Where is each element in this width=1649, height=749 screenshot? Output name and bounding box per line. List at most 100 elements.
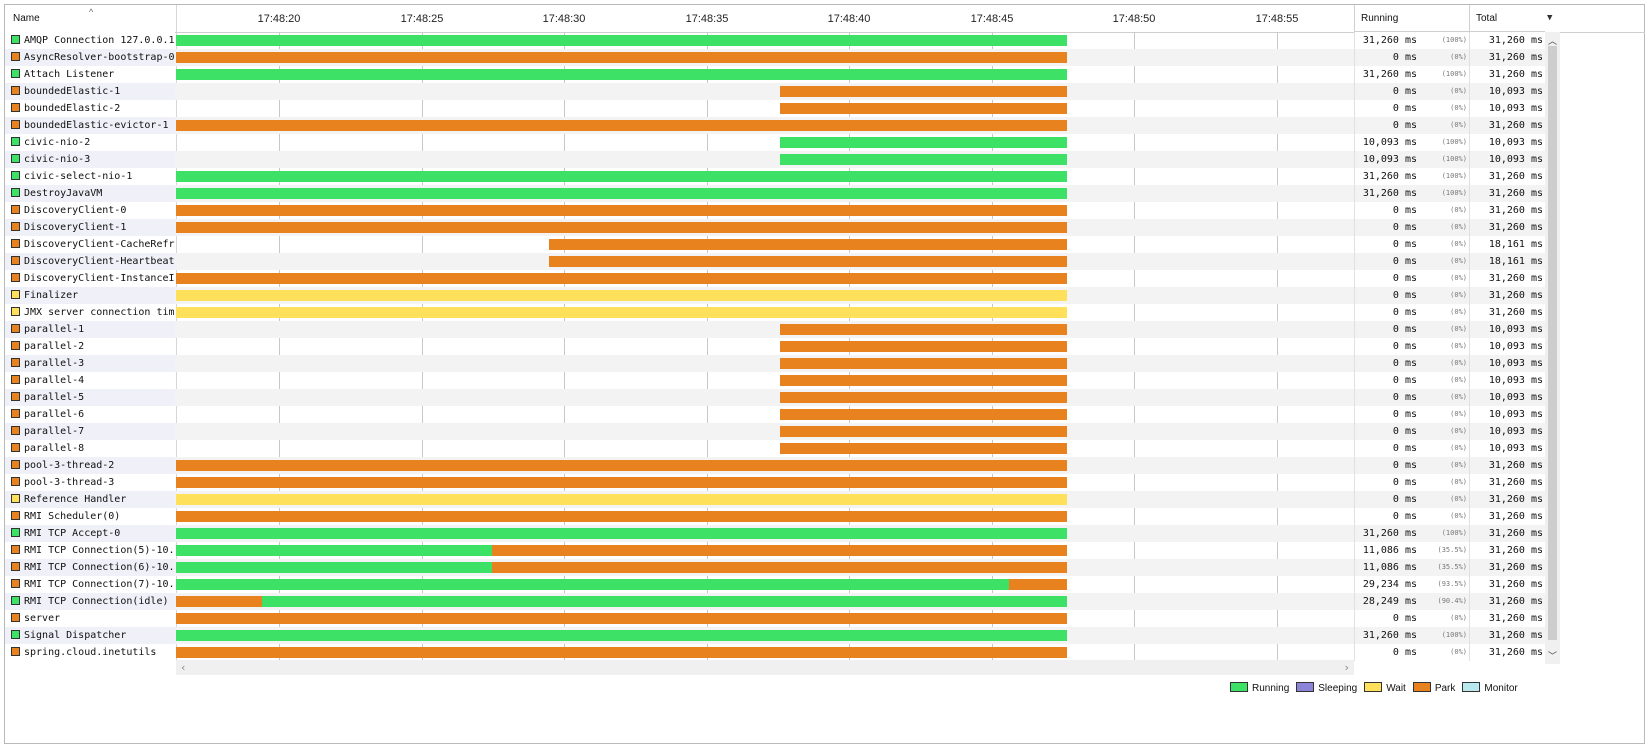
thread-state-bar[interactable] [492,545,1067,556]
thread-row[interactable]: parallel-4 0 ms (0%) 10,093 ms [5,372,1545,389]
thread-state-bar[interactable] [780,358,1067,369]
thread-state-swatch [11,69,20,78]
thread-row[interactable]: RMI TCP Connection(5)-10.5. 11,086 ms (35.… [5,542,1545,559]
thread-row[interactable]: parallel-8 0 ms (0%) 10,093 ms [5,440,1545,457]
thread-state-bar[interactable] [780,392,1067,403]
thread-row[interactable]: parallel-7 0 ms (0%) 10,093 ms [5,423,1545,440]
thread-state-bar[interactable] [176,222,1067,233]
total-time-cell: 10,093 ms [1469,338,1545,355]
thread-state-bar[interactable] [176,205,1067,216]
thread-state-bar[interactable] [176,52,1067,63]
thread-row[interactable]: parallel-6 0 ms (0%) 10,093 ms [5,406,1545,423]
thread-row[interactable]: RMI Scheduler(0) 0 ms (0%) 31,260 ms [5,508,1545,525]
thread-row[interactable]: civic-nio-2 10,093 ms (100%) 10,093 ms [5,134,1545,151]
thread-state-bar[interactable] [780,86,1067,97]
thread-state-bar[interactable] [176,35,1067,46]
thread-row[interactable]: Reference Handler 0 ms (0%) 31,260 ms [5,491,1545,508]
thread-state-bar[interactable] [176,528,1067,539]
thread-state-bar[interactable] [176,307,1067,318]
thread-row[interactable]: parallel-2 0 ms (0%) 10,093 ms [5,338,1545,355]
vertical-scrollbar[interactable]: ︿ ﹀ [1545,32,1560,664]
thread-row[interactable]: AMQP Connection 127.0.0.1:567231,260 ms(… [5,32,1545,49]
total-time-cell: 31,260 ms [1469,644,1545,661]
time-tick-label: 17:48:20 [257,13,301,25]
thread-state-bar[interactable] [176,630,1067,641]
scroll-down-icon[interactable]: ﹀ [1548,652,1558,662]
thread-row[interactable]: DiscoveryClient-CacheRefreshExecutor-0 0 … [5,236,1545,253]
thread-row[interactable]: AsyncResolver-bootstrap-0 0 ms (0%) 31,260 … [5,49,1545,66]
thread-state-bar[interactable] [176,273,1067,284]
thread-state-bar[interactable] [549,239,1067,250]
thread-state-bar[interactable] [176,171,1067,182]
thread-state-bar[interactable] [176,596,262,607]
thread-state-bar[interactable] [176,562,493,573]
thread-state-swatch [11,154,20,163]
thread-state-bar[interactable] [492,562,1067,573]
thread-row[interactable]: JMX server connection timeout 31 0 ms (0%)… [5,304,1545,321]
name-column-header[interactable]: Name ^ [5,5,176,33]
thread-state-bar[interactable] [780,137,1067,148]
running-percent: (0%) [1450,614,1467,622]
thread-row[interactable]: boundedElastic-evictor-1 0 ms (0%) 31,260 m… [5,117,1545,134]
thread-row[interactable]: Signal Dispatcher 31,260 ms (100%) 31,260 m… [5,627,1545,644]
thread-row[interactable]: DiscoveryClient-InstanceInfoReplicator-0… [5,270,1545,287]
thread-state-bar[interactable] [176,120,1067,131]
thread-row[interactable]: boundedElastic-2 0 ms (0%) 10,093 ms [5,100,1545,117]
thread-row[interactable]: DiscoveryClient-HeartbeatExecutor-0 0 ms (… [5,253,1545,270]
thread-state-bar[interactable] [176,69,1067,80]
thread-state-bar[interactable] [176,647,1067,658]
thread-state-bar[interactable] [549,256,1067,267]
thread-state-bar[interactable] [176,545,493,556]
thread-row[interactable]: civic-nio-3 10,093 ms (100%) 10,093 ms [5,151,1545,168]
thread-state-bar[interactable] [780,103,1067,114]
scroll-right-icon[interactable]: › [1343,661,1350,674]
thread-state-bar[interactable] [176,460,1067,471]
thread-row[interactable]: spring.cloud.inetutils 0 ms (0%) 31,260 ms [5,644,1545,661]
thread-row[interactable]: RMI TCP Connection(6)-10.5. 11,086 ms (35.… [5,559,1545,576]
thread-state-swatch [11,52,20,61]
running-time-cell: 0 ms (0%) [1354,253,1469,270]
thread-row[interactable]: server 0 ms (0%) 31,260 ms [5,610,1545,627]
thread-state-bar[interactable] [176,613,1067,624]
thread-row[interactable]: pool-3-thread-2 0 ms (0%) 31,260 ms [5,457,1545,474]
column-menu-button[interactable]: ▼ [1545,5,1645,33]
thread-state-bar[interactable] [780,426,1067,437]
thread-row[interactable]: DiscoveryClient-0 0 ms (0%) 31,260 ms [5,202,1545,219]
thread-state-bar[interactable] [1009,579,1067,590]
thread-row[interactable]: RMI TCP Connection(idle) 28,249 ms (90.4%)… [5,593,1545,610]
thread-state-bar[interactable] [780,409,1067,420]
thread-row[interactable]: civic-select-nio-1 31,260 ms (100%) 31,260 … [5,168,1545,185]
thread-state-bar[interactable] [176,511,1067,522]
running-percent: (0%) [1450,342,1467,350]
horizontal-scrollbar[interactable]: ‹ › [176,660,1354,675]
thread-row[interactable]: RMI TCP Connection(7)-10.5. 29,234 ms (93.… [5,576,1545,593]
thread-state-bar[interactable] [261,596,1067,607]
thread-row[interactable]: parallel-1 0 ms (0%) 10,093 ms [5,321,1545,338]
total-time-cell: 31,260 ms [1469,542,1545,559]
thread-row[interactable]: DestroyJavaVM 31,260 ms (100%) 31,260 ms [5,185,1545,202]
thread-row[interactable]: parallel-5 0 ms (0%) 10,093 ms [5,389,1545,406]
running-column-header[interactable]: Running [1354,5,1469,32]
thread-row[interactable]: pool-3-thread-3 0 ms (0%) 31,260 ms [5,474,1545,491]
scroll-left-icon[interactable]: ‹ [180,661,187,674]
thread-row[interactable]: Finalizer 0 ms (0%) 31,260 ms [5,287,1545,304]
thread-state-bar[interactable] [780,375,1067,386]
thread-state-bar[interactable] [176,579,1010,590]
scroll-up-icon[interactable]: ︿ [1548,37,1558,47]
thread-state-bar[interactable] [780,341,1067,352]
total-column-header[interactable]: Total [1469,5,1545,32]
thread-row[interactable]: Attach Listener 31,260 ms (100%) 31,260 ms [5,66,1545,83]
thread-state-bar[interactable] [176,290,1067,301]
thread-state-bar[interactable] [176,477,1067,488]
thread-row[interactable]: DiscoveryClient-1 0 ms (0%) 31,260 ms [5,219,1545,236]
thread-state-bar[interactable] [780,443,1067,454]
vertical-scroll-thumb[interactable] [1548,46,1557,640]
thread-name-cell: DiscoveryClient-HeartbeatExecutor-0 [5,253,175,270]
thread-state-bar[interactable] [780,154,1067,165]
thread-row[interactable]: RMI TCP Accept-0 31,260 ms (100%) 31,260 ms [5,525,1545,542]
thread-row[interactable]: boundedElastic-1 0 ms (0%) 10,093 ms [5,83,1545,100]
thread-state-bar[interactable] [176,188,1067,199]
thread-row[interactable]: parallel-3 0 ms (0%) 10,093 ms [5,355,1545,372]
thread-state-bar[interactable] [780,324,1067,335]
thread-state-bar[interactable] [176,494,1067,505]
